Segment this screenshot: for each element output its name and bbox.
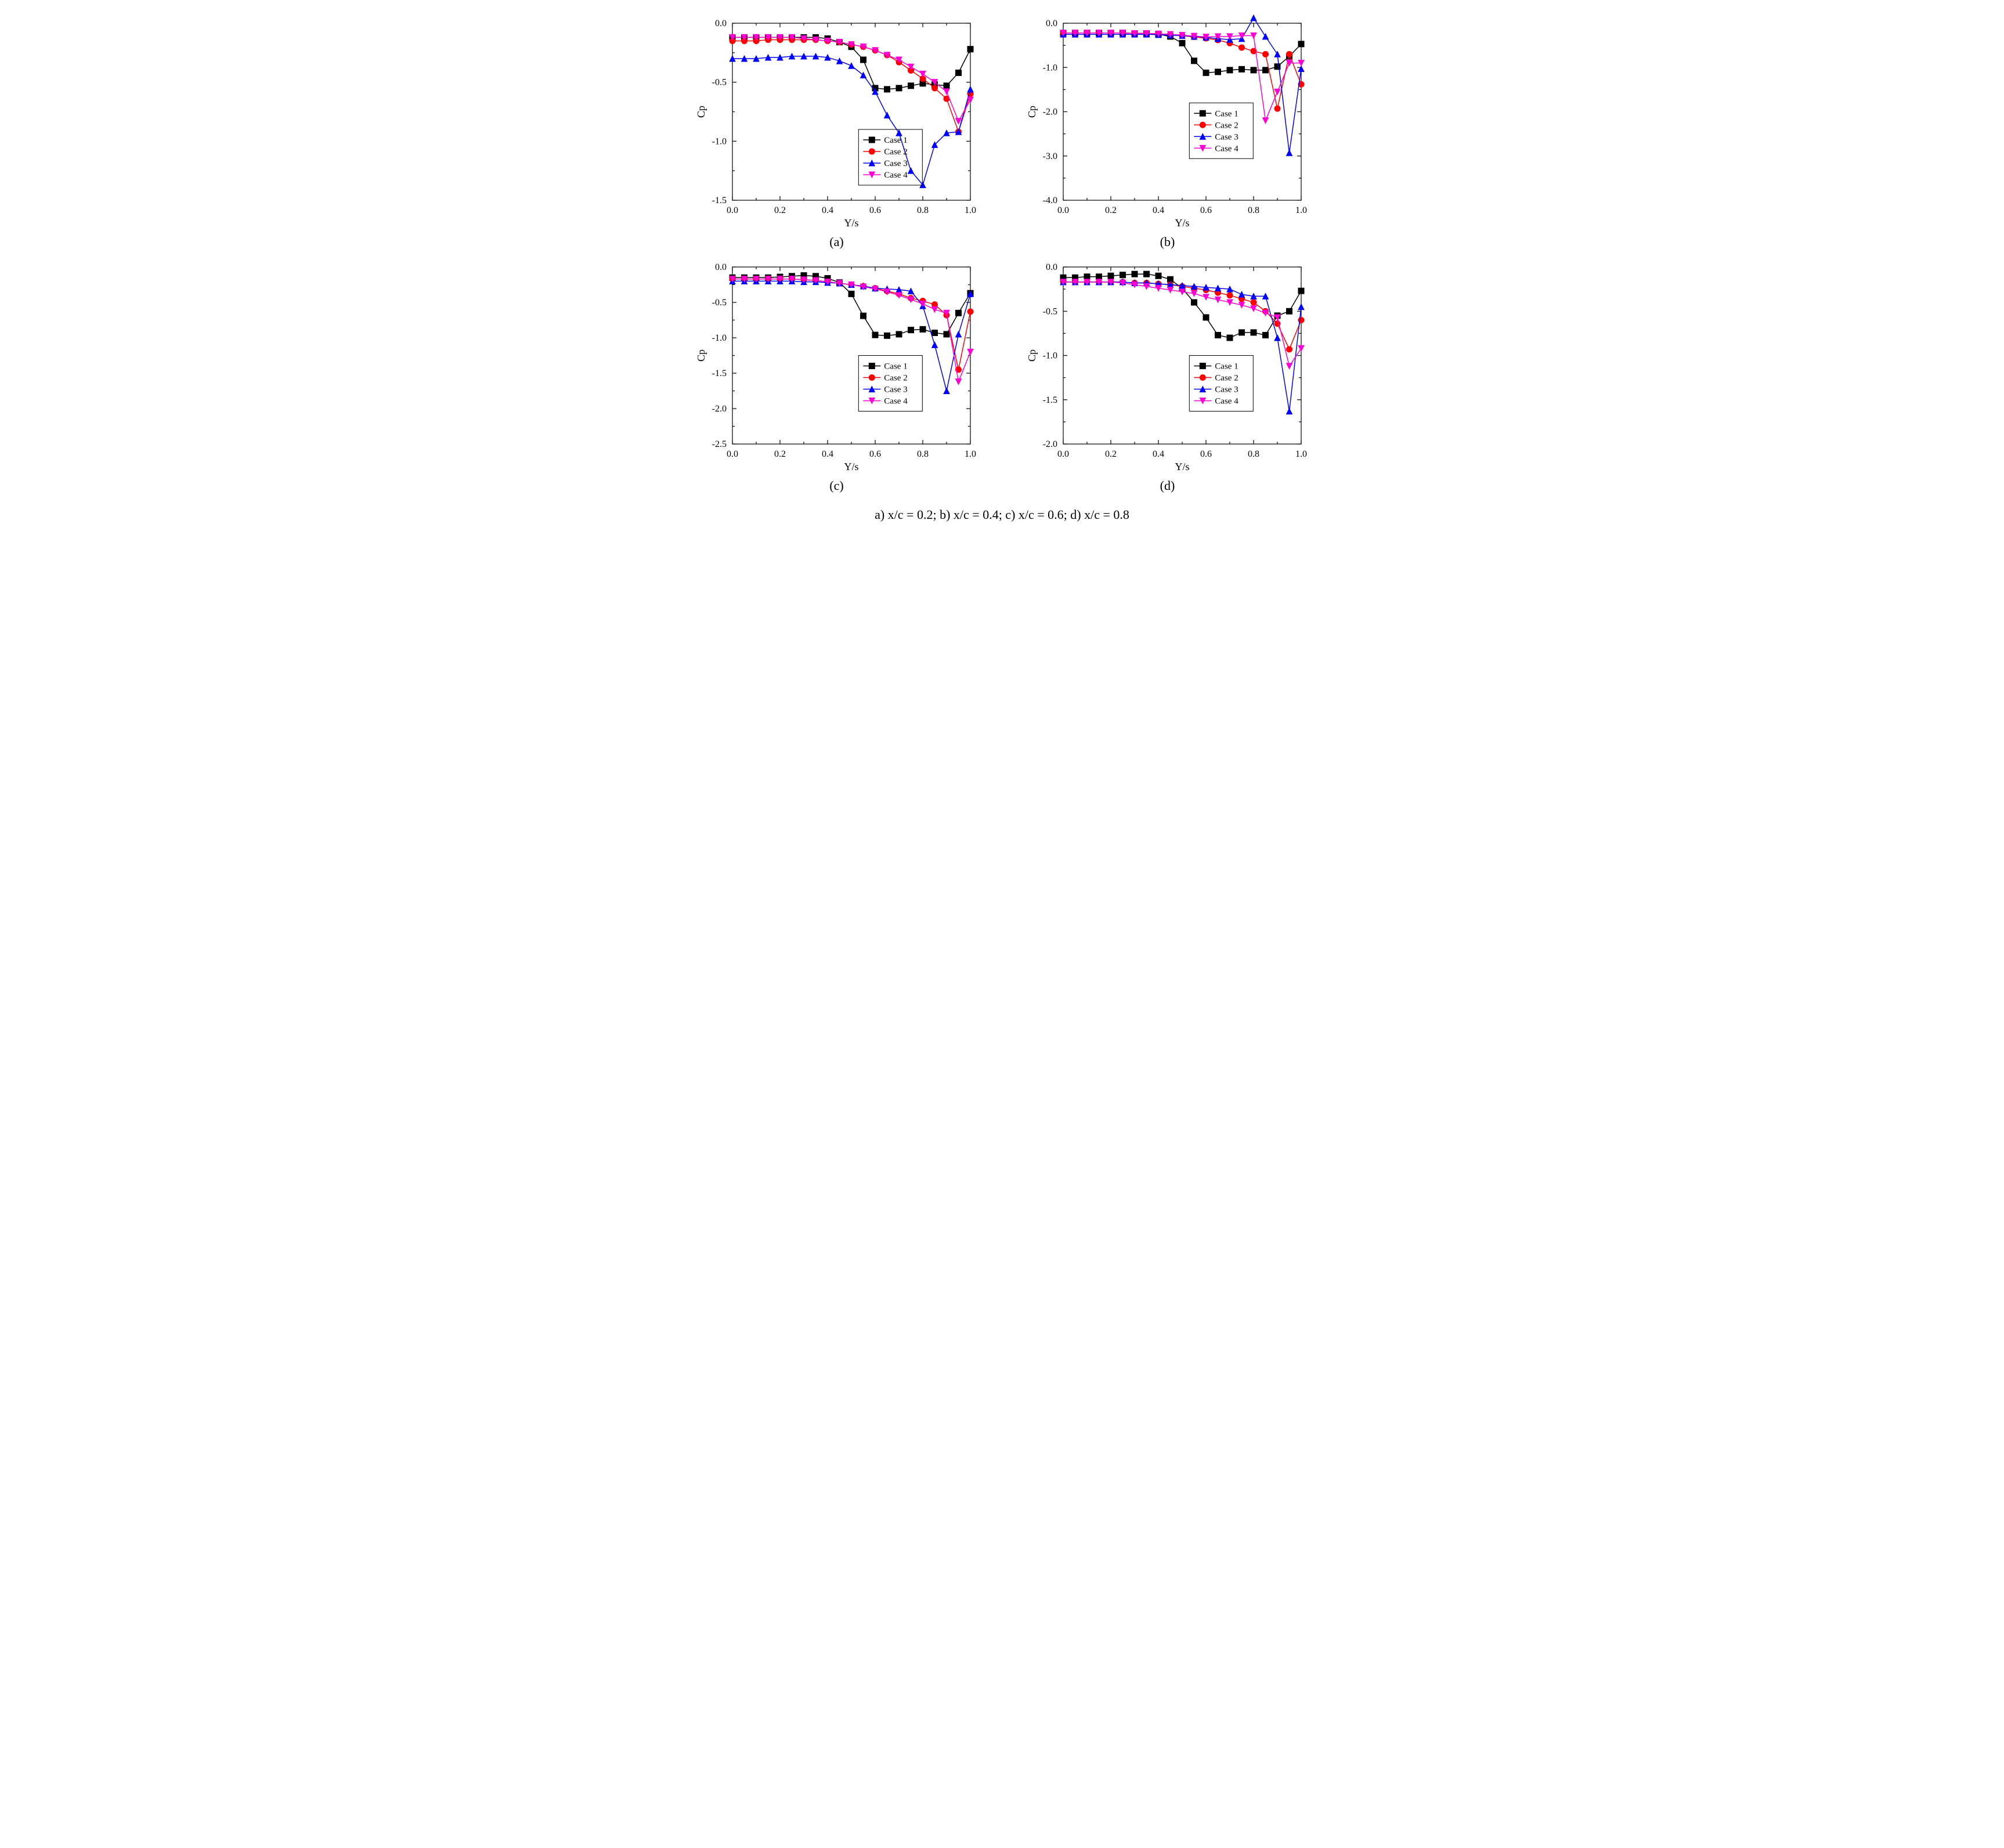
- panel-caption-a: (a): [829, 234, 843, 250]
- svg-text:Y/s: Y/s: [1175, 217, 1189, 229]
- svg-text:-1.5: -1.5: [712, 196, 726, 205]
- svg-text:Y/s: Y/s: [844, 461, 858, 472]
- svg-text:Case 1: Case 1: [884, 362, 907, 371]
- svg-text:0.4: 0.4: [822, 449, 833, 459]
- chart-panel-b: 0.0 0.2 0.4 0.6 0.8 1.0 -4.0 -3.0 -2.0 -1.0 0.0 Y/s…: [1023, 12, 1313, 232]
- svg-text:Case 1: Case 1: [1215, 362, 1238, 371]
- svg-text:Case 3: Case 3: [884, 385, 907, 395]
- svg-text:Case 3: Case 3: [884, 159, 907, 168]
- svg-text:-3.0: -3.0: [1042, 151, 1057, 161]
- svg-text:-1.5: -1.5: [1042, 395, 1057, 405]
- svg-text:Y/s: Y/s: [844, 217, 858, 229]
- svg-text:Case 2: Case 2: [884, 374, 907, 383]
- svg-text:-0.5: -0.5: [712, 298, 726, 308]
- panel-a: 0.0 0.2 0.4 0.6 0.8 1.0 -1.5 -1.0 -0.5 0.0 Y/s Cp Ca…: [683, 12, 991, 250]
- svg-text:0.8: 0.8: [1248, 205, 1259, 215]
- svg-text:-2.5: -2.5: [712, 439, 726, 449]
- svg-text:Case 2: Case 2: [884, 147, 907, 157]
- svg-text:0.6: 0.6: [1200, 449, 1212, 459]
- svg-text:1.0: 1.0: [965, 449, 976, 459]
- svg-text:Case 3: Case 3: [1215, 132, 1238, 142]
- svg-text:-1.0: -1.0: [712, 136, 726, 146]
- svg-text:1.0: 1.0: [1295, 205, 1307, 215]
- svg-text:-0.5: -0.5: [712, 78, 726, 88]
- panel-c: 0.0 0.2 0.4 0.6 0.8 1.0 -2.5 -2.0 -1.5 -1.0 -0.5 0.…: [683, 255, 991, 493]
- svg-text:-1.0: -1.0: [712, 333, 726, 343]
- svg-text:-4.0: -4.0: [1042, 196, 1057, 205]
- svg-text:0.6: 0.6: [869, 205, 881, 215]
- panel-b: 0.0 0.2 0.4 0.6 0.8 1.0 -4.0 -3.0 -2.0 -1.0 0.0 Y/s…: [1014, 12, 1321, 250]
- svg-text:Cp: Cp: [1026, 349, 1038, 362]
- chart-panel-c: 0.0 0.2 0.4 0.6 0.8 1.0 -2.5 -2.0 -1.5 -1.0 -0.5 0.…: [692, 255, 982, 476]
- svg-text:0.2: 0.2: [1105, 205, 1117, 215]
- svg-text:-1.5: -1.5: [712, 369, 726, 378]
- svg-text:Case 1: Case 1: [1215, 109, 1238, 118]
- chart-panel-a: 0.0 0.2 0.4 0.6 0.8 1.0 -1.5 -1.0 -0.5 0.0 Y/s Cp Ca…: [692, 12, 982, 232]
- svg-text:Case 2: Case 2: [1215, 121, 1238, 130]
- svg-text:-2.0: -2.0: [712, 404, 726, 414]
- svg-text:1.0: 1.0: [1295, 449, 1307, 459]
- svg-text:0.2: 0.2: [774, 449, 786, 459]
- svg-text:Case 4: Case 4: [1215, 144, 1238, 153]
- svg-text:0.6: 0.6: [1200, 205, 1212, 215]
- svg-text:0.4: 0.4: [1153, 449, 1164, 459]
- svg-text:Case 2: Case 2: [1215, 374, 1238, 383]
- svg-text:0.0: 0.0: [1046, 262, 1057, 272]
- panel-caption-d: (d): [1160, 478, 1175, 493]
- svg-text:0.4: 0.4: [822, 205, 833, 215]
- panel-caption-c: (c): [829, 478, 843, 493]
- svg-text:Cp: Cp: [695, 349, 707, 362]
- svg-text:0.8: 0.8: [917, 205, 929, 215]
- svg-text:-2.0: -2.0: [1042, 439, 1057, 449]
- svg-text:-1.0: -1.0: [1042, 63, 1057, 73]
- svg-text:0.0: 0.0: [715, 19, 727, 28]
- svg-text:Case 3: Case 3: [1215, 385, 1238, 395]
- svg-text:-1.0: -1.0: [1042, 351, 1057, 361]
- svg-text:0.8: 0.8: [1248, 449, 1259, 459]
- svg-text:0.6: 0.6: [869, 449, 881, 459]
- panel-caption-b: (b): [1160, 234, 1175, 250]
- svg-text:1.0: 1.0: [965, 205, 976, 215]
- chart-panel-d: 0.0 0.2 0.4 0.6 0.8 1.0 -2.0 -1.5 -1.0 -0.5 0.0 Y/s…: [1023, 255, 1313, 476]
- panel-d: 0.0 0.2 0.4 0.6 0.8 1.0 -2.0 -1.5 -1.0 -0.5 0.0 Y/s…: [1014, 255, 1321, 493]
- svg-text:0.4: 0.4: [1153, 205, 1164, 215]
- svg-text:0.2: 0.2: [774, 205, 786, 215]
- bottom-caption: a) x/c = 0.2; b) x/c = 0.4; c) x/c = 0.6…: [12, 507, 1992, 522]
- svg-text:0.0: 0.0: [1046, 19, 1057, 28]
- svg-text:Y/s: Y/s: [1175, 461, 1189, 472]
- svg-text:0.0: 0.0: [1057, 449, 1069, 459]
- svg-text:Case 1: Case 1: [884, 136, 907, 145]
- svg-text:Case 4: Case 4: [884, 397, 908, 406]
- svg-text:Case 4: Case 4: [884, 171, 908, 180]
- svg-text:-2.0: -2.0: [1042, 107, 1057, 117]
- svg-text:Cp: Cp: [1026, 106, 1038, 118]
- svg-text:Cp: Cp: [695, 106, 707, 118]
- svg-text:0.0: 0.0: [715, 262, 727, 272]
- figure-grid: 0.0 0.2 0.4 0.6 0.8 1.0 -1.5 -1.0 -0.5 0.0 Y/s Cp Ca…: [683, 12, 1321, 493]
- svg-text:-0.5: -0.5: [1042, 306, 1057, 316]
- svg-text:0.0: 0.0: [727, 205, 738, 215]
- svg-text:Case 4: Case 4: [1215, 397, 1238, 406]
- svg-text:0.8: 0.8: [917, 449, 929, 459]
- svg-text:0.2: 0.2: [1105, 449, 1117, 459]
- svg-text:0.0: 0.0: [1057, 205, 1069, 215]
- svg-text:0.0: 0.0: [727, 449, 738, 459]
